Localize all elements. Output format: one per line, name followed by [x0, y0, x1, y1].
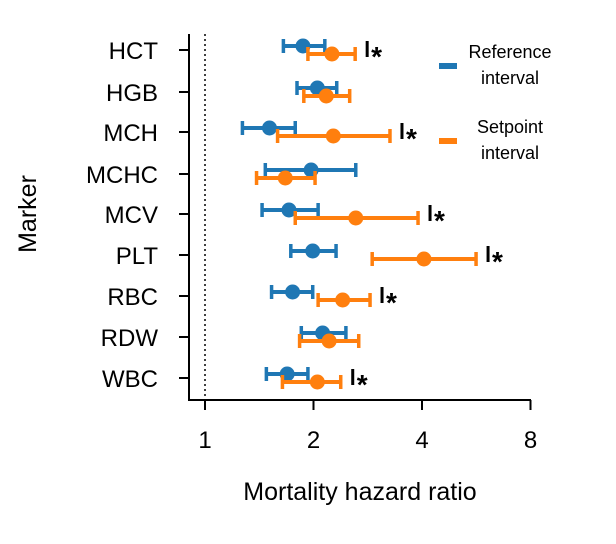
significance-star: * [492, 246, 503, 277]
significance-star: * [386, 287, 397, 318]
legend-label: interval [481, 143, 539, 163]
x-axis-title: Mortality hazard ratio [243, 478, 476, 506]
x-tick-label: 4 [415, 427, 428, 454]
legend-label: Reference [468, 42, 551, 62]
y-tick-label: WBC [102, 366, 158, 393]
error-bar-point [293, 210, 420, 226]
error-bar-point [281, 38, 327, 54]
point-estimate [416, 251, 432, 267]
error-bar-point [289, 243, 338, 259]
x-tick-label: 2 [307, 427, 320, 454]
error-bar-point [316, 292, 372, 308]
point-estimate [309, 374, 325, 390]
significance-star: * [434, 205, 445, 236]
legend-swatch [439, 63, 457, 69]
point-estimate [305, 243, 321, 259]
y-tick-label: MCHC [86, 162, 158, 189]
point-estimate [285, 284, 301, 300]
legend: Reference interval Setpoint interval [439, 42, 552, 163]
y-axis-title: Marker [14, 175, 42, 253]
error-bar-point [264, 366, 310, 382]
error-bar-point [280, 374, 343, 390]
legend-label: Setpoint [477, 117, 543, 137]
x-tick-label: 1 [198, 427, 211, 454]
point-estimate [277, 170, 293, 186]
y-tick-label: RDW [101, 325, 159, 352]
error-bar-point [260, 202, 320, 218]
error-bar-point [275, 128, 392, 144]
error-bar-point [297, 333, 361, 349]
y-tick-label: PLT [116, 243, 159, 270]
x-tick-label: 8 [524, 427, 537, 454]
legend-label: interval [481, 68, 539, 88]
point-estimate [348, 210, 364, 226]
point-estimate [262, 120, 278, 136]
marks: * * * * * * [240, 38, 503, 400]
axes: 1 2 4 8 HCT HGB MCH MCHC MCV PLT RBC RDW WBC [86, 34, 537, 454]
point-estimate [335, 292, 351, 308]
error-bar-point [370, 251, 478, 267]
point-estimate [318, 88, 334, 104]
y-tick-label: RBC [107, 284, 158, 311]
y-tick-label: MCV [105, 202, 158, 229]
error-bar-point [240, 120, 298, 136]
y-tick-label: MCH [103, 120, 158, 147]
legend-swatch [439, 138, 457, 144]
error-bar-point [295, 80, 339, 96]
error-bar-point [254, 170, 317, 186]
point-estimate [324, 46, 340, 62]
point-estimate [321, 333, 337, 349]
error-bar-point [269, 284, 315, 300]
error-bar-point [302, 88, 352, 104]
significance-star: * [406, 123, 417, 154]
y-tick-label: HCT [109, 38, 159, 65]
significance-star: * [357, 369, 368, 400]
point-estimate [281, 202, 297, 218]
y-tick-label: HGB [106, 80, 158, 107]
error-bar-point [306, 46, 357, 62]
point-estimate [325, 128, 341, 144]
significance-star: * [371, 41, 382, 72]
